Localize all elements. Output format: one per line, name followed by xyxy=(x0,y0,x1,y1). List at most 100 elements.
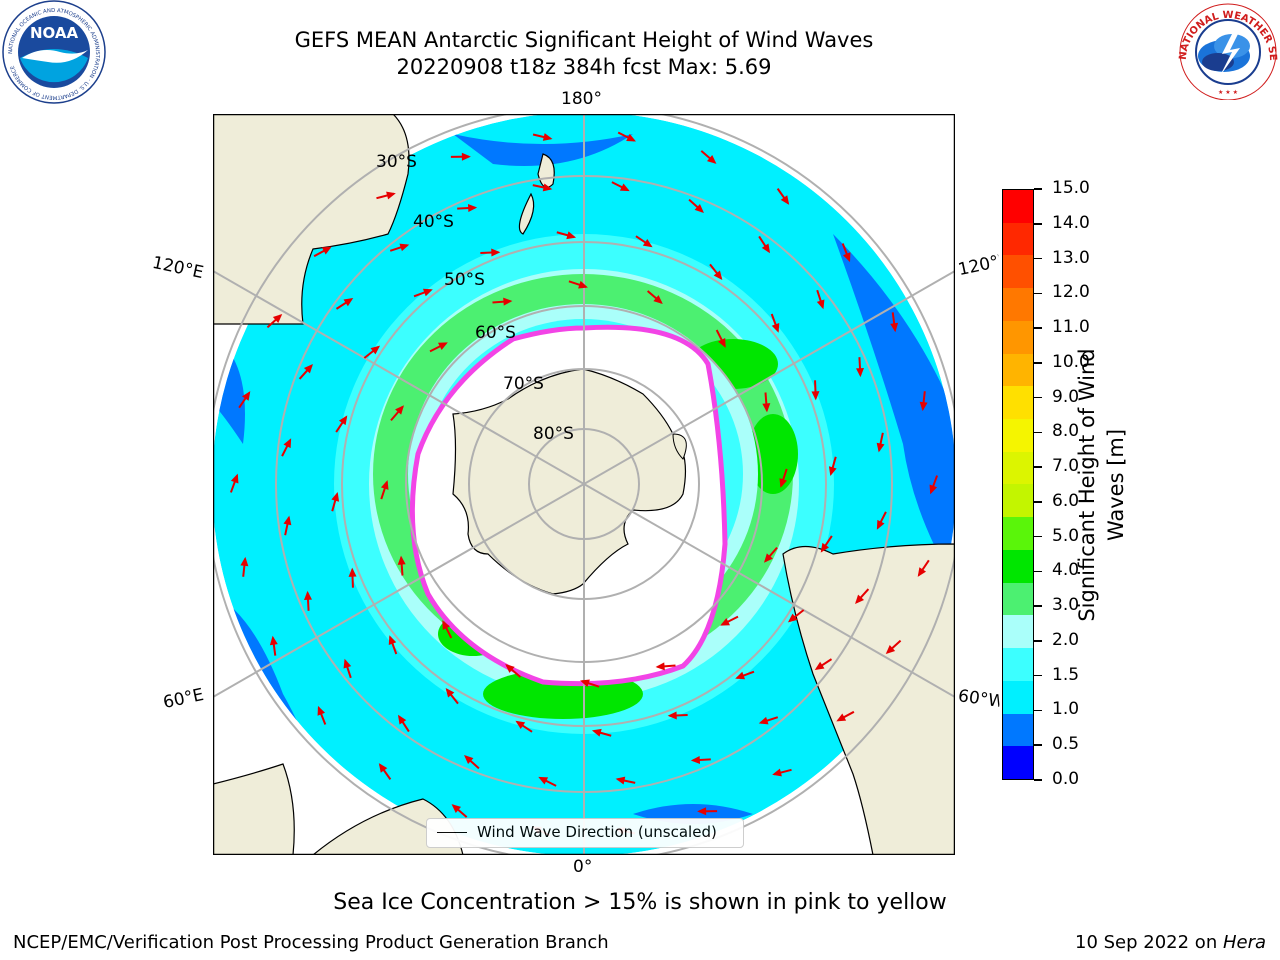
lon-label-180: 180° xyxy=(561,89,602,109)
colorbar-bin xyxy=(1003,288,1033,321)
wave-direction-arrows xyxy=(229,131,939,837)
colorbar-bin xyxy=(1003,451,1033,485)
map-legend: Wind Wave Direction (unscaled) xyxy=(426,818,744,848)
wave-direction-arrow xyxy=(568,280,588,289)
colorbar-bin xyxy=(1003,549,1033,583)
wave-direction-arrow xyxy=(856,357,864,378)
wave-direction-arrow xyxy=(331,491,340,512)
lat-label-40s: 40°S xyxy=(413,212,454,232)
wave-direction-arrow xyxy=(281,438,292,457)
wave-direction-arrow xyxy=(413,288,433,298)
map-frame xyxy=(213,114,955,855)
colorbar-tick-mark xyxy=(1034,535,1042,538)
wave-direction-arrow xyxy=(646,290,663,304)
wave-direction-arrow xyxy=(335,415,348,433)
chart-subtitle: 20220908 t18z 384h fcst Max: 5.69 xyxy=(396,55,772,79)
wave-direction-arrow xyxy=(876,511,887,530)
colorbar-tick-label: 0.0 xyxy=(1052,769,1080,789)
south-america-landmass xyxy=(782,543,955,855)
wave-direction-arrow xyxy=(442,620,453,639)
wave-direction-arrow xyxy=(266,313,283,329)
sea-ice-caption: Sea Ice Concentration > 15% is shown in … xyxy=(333,890,947,915)
wave-direction-arrow xyxy=(715,329,726,348)
wave-direction-arrow xyxy=(776,188,790,205)
colorbar-tick-label: 5.0 xyxy=(1052,525,1080,546)
colorbar-bin xyxy=(1003,386,1033,420)
legend-label: Wind Wave Direction (unscaled) xyxy=(477,823,717,841)
wave-direction-arrow xyxy=(772,768,792,777)
wave-direction-arrow xyxy=(492,297,513,306)
wave-direction-arrow xyxy=(378,763,392,780)
wave-direction-arrow xyxy=(313,246,332,258)
wave-direction-arrow xyxy=(876,432,885,453)
nws-logo: NATIONAL WEATHER SERVICE ★ ★ ★ xyxy=(1176,0,1278,100)
lat-label-80s: 80°S xyxy=(533,424,574,444)
wave-direction-arrow xyxy=(855,588,870,604)
colorbar-tick-label: 4.0 xyxy=(1052,560,1080,581)
australia-landmass xyxy=(213,114,410,325)
wave-direction-arrow xyxy=(450,152,471,161)
wave-direction-arrow xyxy=(363,345,381,359)
wave-direction-arrow xyxy=(890,312,899,333)
wave-direction-arrow xyxy=(464,755,480,770)
polar-map xyxy=(213,114,955,855)
wave-direction-arrow xyxy=(304,590,312,611)
colorbar-tick-mark xyxy=(1034,674,1042,677)
lat-label-70s: 70°S xyxy=(503,374,544,394)
wave-direction-arrow xyxy=(240,556,249,577)
colorbar-bin xyxy=(1003,484,1033,518)
wave-direction-arrow xyxy=(389,243,410,252)
footer-branch: NCEP/EMC/Verification Post Processing Pr… xyxy=(13,932,609,953)
colorbar xyxy=(1002,189,1034,780)
wave-direction-arrow xyxy=(615,776,636,785)
colorbar-tick-mark xyxy=(1034,327,1042,329)
wave-direction-arrow xyxy=(787,609,805,623)
colorbar-tick-mark xyxy=(1034,709,1042,712)
wave-direction-arrow xyxy=(762,392,771,413)
colorbar-tick-label: 13.0 xyxy=(1052,247,1090,268)
wave-direction-arrow xyxy=(388,635,398,655)
graticule xyxy=(213,114,955,855)
colorbar-tick-mark xyxy=(1034,188,1042,190)
colorbar-bin xyxy=(1003,222,1033,256)
lat-label-30s: 30°S xyxy=(376,152,417,172)
wave-direction-arrow xyxy=(735,670,755,680)
colorbar-bin xyxy=(1003,353,1033,387)
wave-direction-arrow xyxy=(429,342,448,353)
wave-direction-arrow xyxy=(820,535,833,553)
colorbar-bin xyxy=(1003,648,1033,681)
wave-direction-arrow xyxy=(238,391,251,409)
wave-direction-arrow xyxy=(348,567,357,588)
wave-direction-arrow xyxy=(770,313,780,333)
wave-direction-arrow xyxy=(505,664,522,678)
wave-direction-arrow xyxy=(397,714,410,733)
wave-direction-arrow xyxy=(758,235,771,254)
wave-direction-arrow xyxy=(700,150,717,164)
madagascar-landmass xyxy=(213,763,295,855)
lon-label-120e: 120°E xyxy=(150,252,206,284)
wave-direction-arrow xyxy=(697,807,718,816)
colorbar-tick-mark xyxy=(1034,605,1042,607)
svg-text:★ ★ ★: ★ ★ ★ xyxy=(1218,89,1238,96)
noaa-logo: NATIONAL OCEANIC AND ATMOSPHERIC ADMINIS… xyxy=(2,0,106,104)
wave-direction-arrow xyxy=(617,131,636,142)
colorbar-tick-mark xyxy=(1034,570,1042,573)
colorbar-bin xyxy=(1003,746,1033,779)
colorbar-bin xyxy=(1003,320,1033,354)
wave-direction-arrow xyxy=(532,133,553,141)
colorbar-label-line2: Waves [m] xyxy=(1104,428,1128,542)
colorbar-bin xyxy=(1003,680,1033,714)
lat-label-60s: 60°S xyxy=(475,323,516,343)
colorbar-tick-label: 15.0 xyxy=(1052,178,1090,198)
wave-direction-arrow xyxy=(814,658,833,671)
wave-direction-arrow xyxy=(929,475,939,495)
wave-direction-arrow xyxy=(720,615,739,626)
wave-direction-arrow xyxy=(655,662,676,671)
colorbar-tick-mark xyxy=(1034,396,1042,399)
wave-direction-arrow xyxy=(532,183,553,192)
wave-direction-arrow xyxy=(269,635,278,656)
colorbar-bin xyxy=(1003,517,1033,550)
wave-direction-arrow xyxy=(538,776,557,787)
colorbar-bin xyxy=(1003,582,1033,616)
wave-direction-arrow xyxy=(376,191,396,200)
